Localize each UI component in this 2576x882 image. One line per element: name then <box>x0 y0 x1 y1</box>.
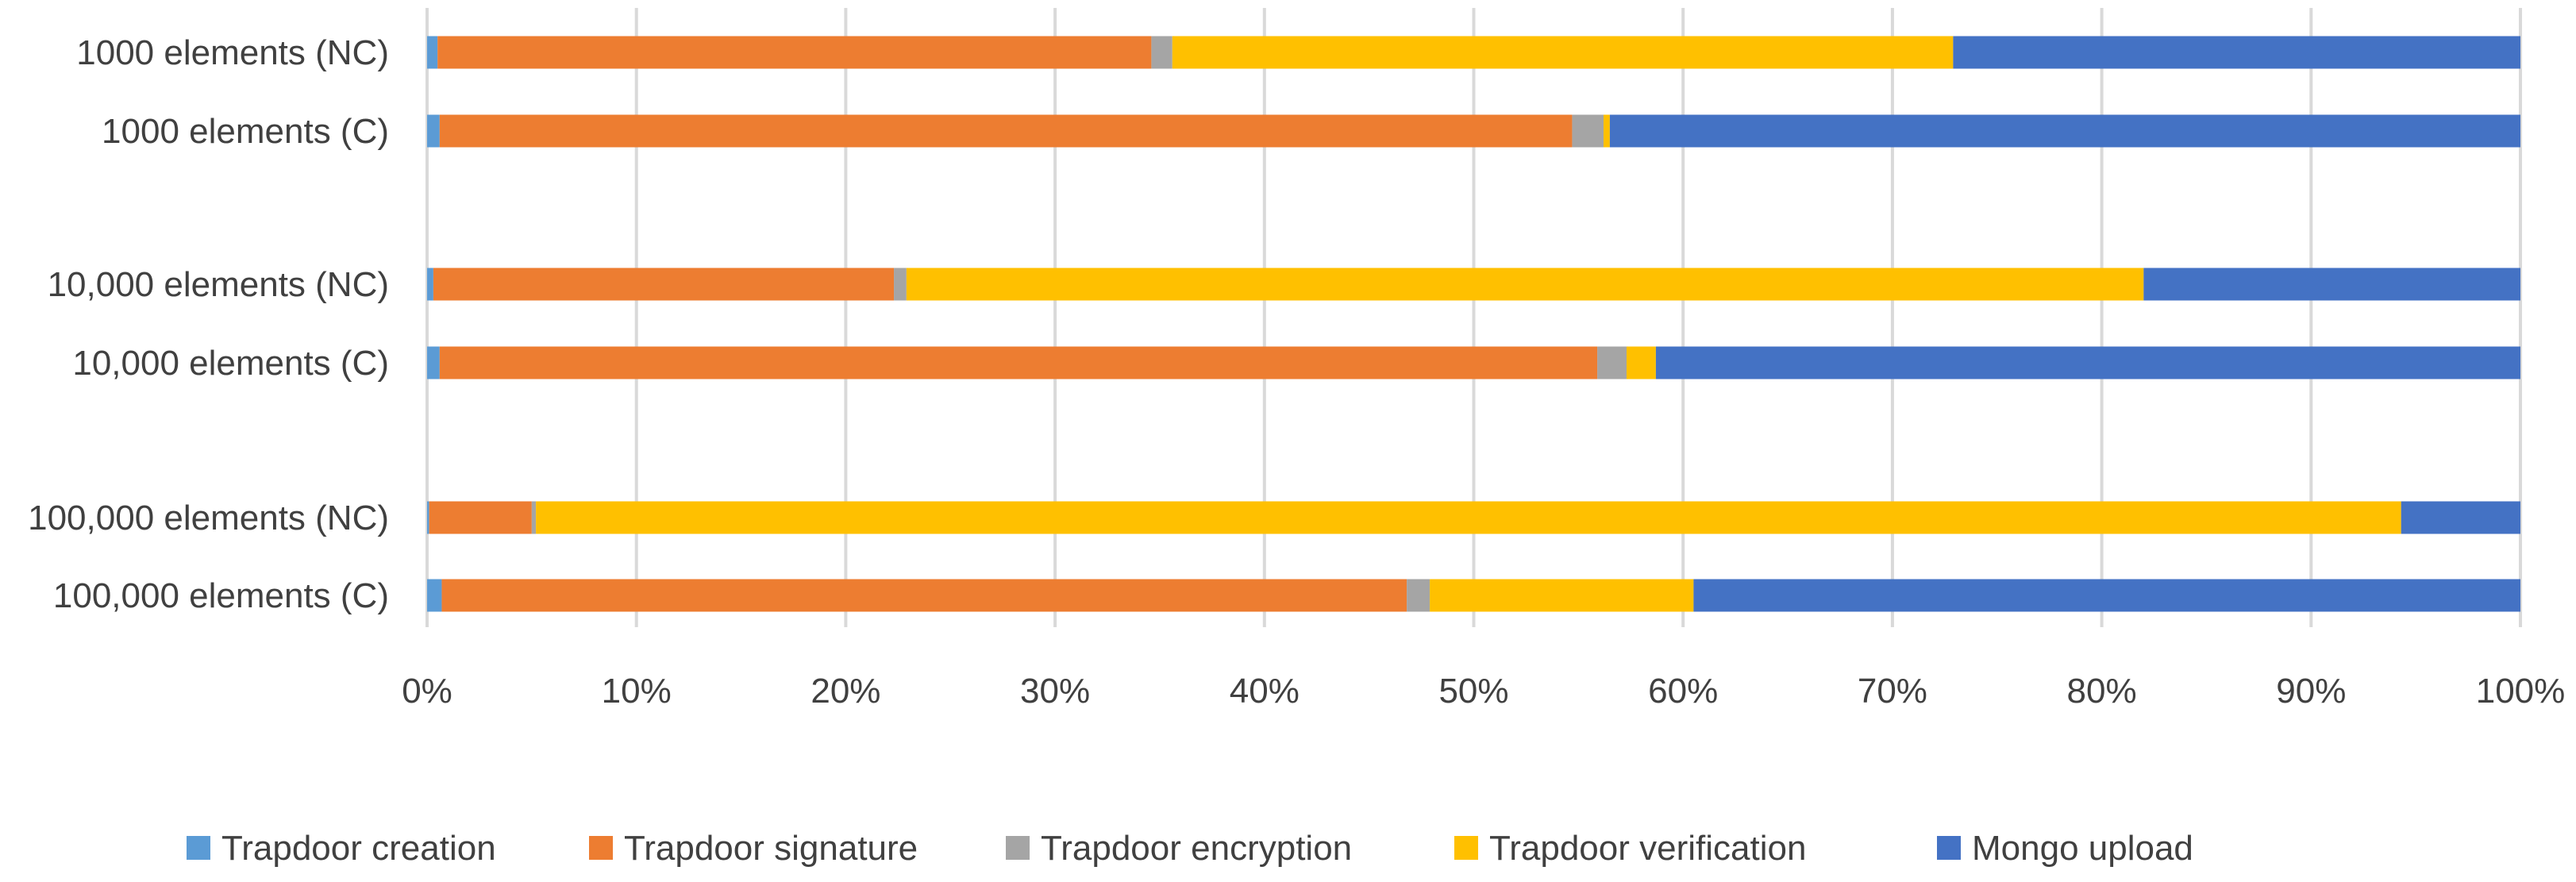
x-tick-label: 50% <box>1438 672 1508 711</box>
x-tick-label: 100% <box>2476 672 2566 711</box>
bar-segment <box>894 268 907 301</box>
category-label: 10,000 elements (C) <box>72 344 389 383</box>
legend-label: Trapdoor encryption <box>1041 829 1352 868</box>
bar-segments <box>427 36 2520 612</box>
gridlines <box>425 8 2522 627</box>
bar-segment <box>2401 501 2520 534</box>
legend-swatch <box>1937 836 1961 860</box>
x-tick-label: 60% <box>1648 672 1718 711</box>
x-tick-label: 40% <box>1230 672 1300 711</box>
category-labels: 1000 elements (NC) 1000 elements (C) 10,00… <box>28 33 389 615</box>
bar-segment <box>439 114 1573 148</box>
bar-segment <box>531 501 537 534</box>
legend-entry: Trapdoor creation <box>187 829 496 868</box>
bar-segment <box>437 36 1152 69</box>
x-tick-labels: 0% 10% 20% 30% 40% 50% 60% 70% 80% 90% 100% <box>402 672 2565 711</box>
legend-entry: Mongo upload <box>1937 829 2193 868</box>
bar-segment <box>427 268 433 301</box>
bar-segment <box>427 346 440 379</box>
legend-entry: Trapdoor verification <box>1454 829 1806 868</box>
x-tick-label: 90% <box>2276 672 2346 711</box>
bar-segment <box>536 501 2401 534</box>
bar-segment <box>906 268 2144 301</box>
bar-segment <box>427 36 438 69</box>
bar-segment <box>1597 346 1627 379</box>
bar-segment <box>439 346 1598 379</box>
legend-label: Trapdoor creation <box>221 829 496 868</box>
legend-swatch <box>187 836 210 860</box>
legend: Trapdoor creation Trapdoor signature Trapd… <box>187 829 2193 868</box>
x-tick-label: 0% <box>402 672 452 711</box>
bar-segment <box>427 579 442 612</box>
bar-segment <box>1572 114 1604 148</box>
legend-label: Trapdoor signature <box>624 829 918 868</box>
category-label: 10,000 elements (NC) <box>48 265 389 304</box>
x-tick-label: 10% <box>602 672 672 711</box>
legend-label: Mongo upload <box>1972 829 2193 868</box>
x-tick-label: 20% <box>811 672 880 711</box>
category-label: 1000 elements (C) <box>102 112 389 151</box>
bar-segment <box>427 501 429 534</box>
x-tick-label: 70% <box>1858 672 1927 711</box>
bar-segment <box>1609 114 2520 148</box>
legend-label: Trapdoor verification <box>1489 829 1806 868</box>
bar-segment <box>429 501 532 534</box>
bar-segment <box>427 114 440 148</box>
legend-entry: Trapdoor signature <box>589 829 918 868</box>
x-tick-label: 80% <box>2067 672 2137 711</box>
bar-segment <box>1603 114 1610 148</box>
bar-segment <box>1655 346 2520 379</box>
legend-swatch <box>1006 836 1030 860</box>
category-label: 100,000 elements (C) <box>53 576 389 615</box>
legend-entry: Trapdoor encryption <box>1006 829 1352 868</box>
bar-segment <box>1151 36 1172 69</box>
x-tick-label: 30% <box>1020 672 1090 711</box>
bar-segment <box>2143 268 2520 301</box>
legend-swatch <box>589 836 613 860</box>
bar-segment <box>1172 36 1954 69</box>
legend-swatch <box>1454 836 1478 860</box>
bar-segment <box>433 268 895 301</box>
bar-segment <box>1693 579 2520 612</box>
category-label: 1000 elements (NC) <box>76 33 389 72</box>
bar-segment <box>441 579 1407 612</box>
bar-segment <box>1627 346 1656 379</box>
bar-segment <box>1407 579 1430 612</box>
bar-segment <box>1430 579 1694 612</box>
bar-segment <box>1953 36 2520 69</box>
category-label: 100,000 elements (NC) <box>28 499 389 537</box>
